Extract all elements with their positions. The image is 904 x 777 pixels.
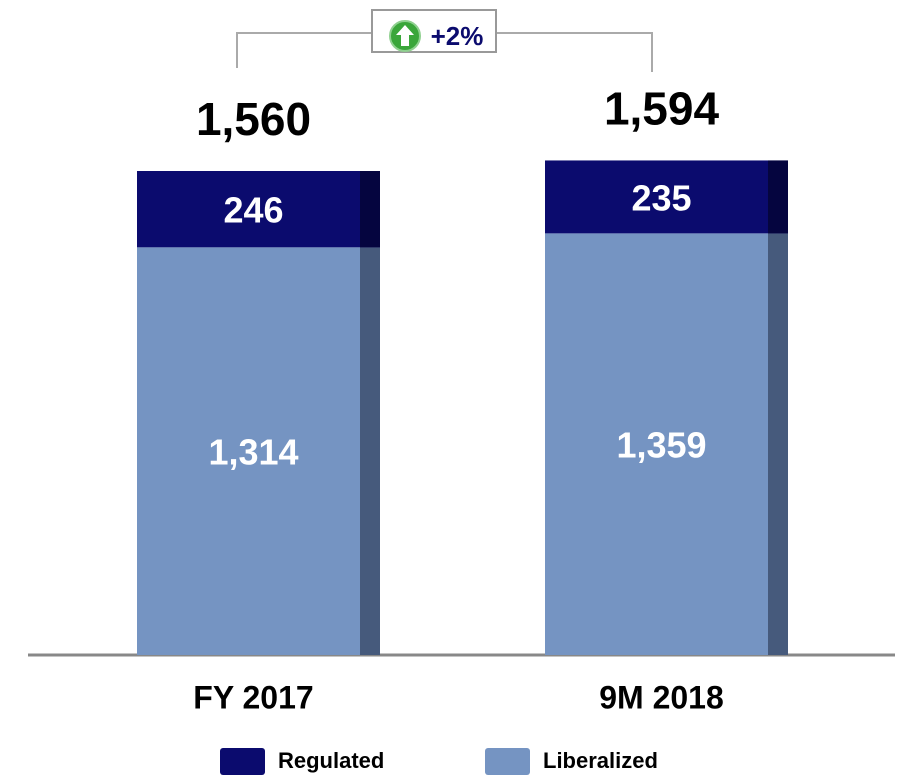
data-label: 235	[631, 177, 691, 218]
bar-shade	[360, 171, 380, 248]
bracket-right	[496, 32, 653, 72]
data-label: 1,359	[616, 425, 706, 466]
legend-label: Liberalized	[543, 748, 658, 773]
bar-segment	[137, 247, 380, 656]
bar-shade	[768, 160, 788, 234]
bar-segment	[137, 171, 380, 248]
annotation: +2%	[431, 21, 484, 51]
data-label: 1,314	[208, 432, 298, 473]
x-tick-label: 9M 2018	[599, 679, 724, 715]
bar-segment	[545, 233, 788, 655]
legend-swatch	[485, 748, 530, 775]
bar-segment	[545, 160, 788, 234]
x-tick-label: FY 2017	[193, 679, 313, 715]
bracket-left	[236, 32, 372, 68]
up-arrow	[396, 25, 414, 46]
legend-swatch	[220, 748, 265, 775]
bar-shade	[768, 233, 788, 655]
total-label: 1,560	[196, 93, 311, 145]
bar-shade	[360, 247, 380, 656]
total-label: 1,594	[604, 83, 720, 135]
data-label: 246	[223, 190, 283, 231]
legend-label: Regulated	[278, 748, 384, 773]
